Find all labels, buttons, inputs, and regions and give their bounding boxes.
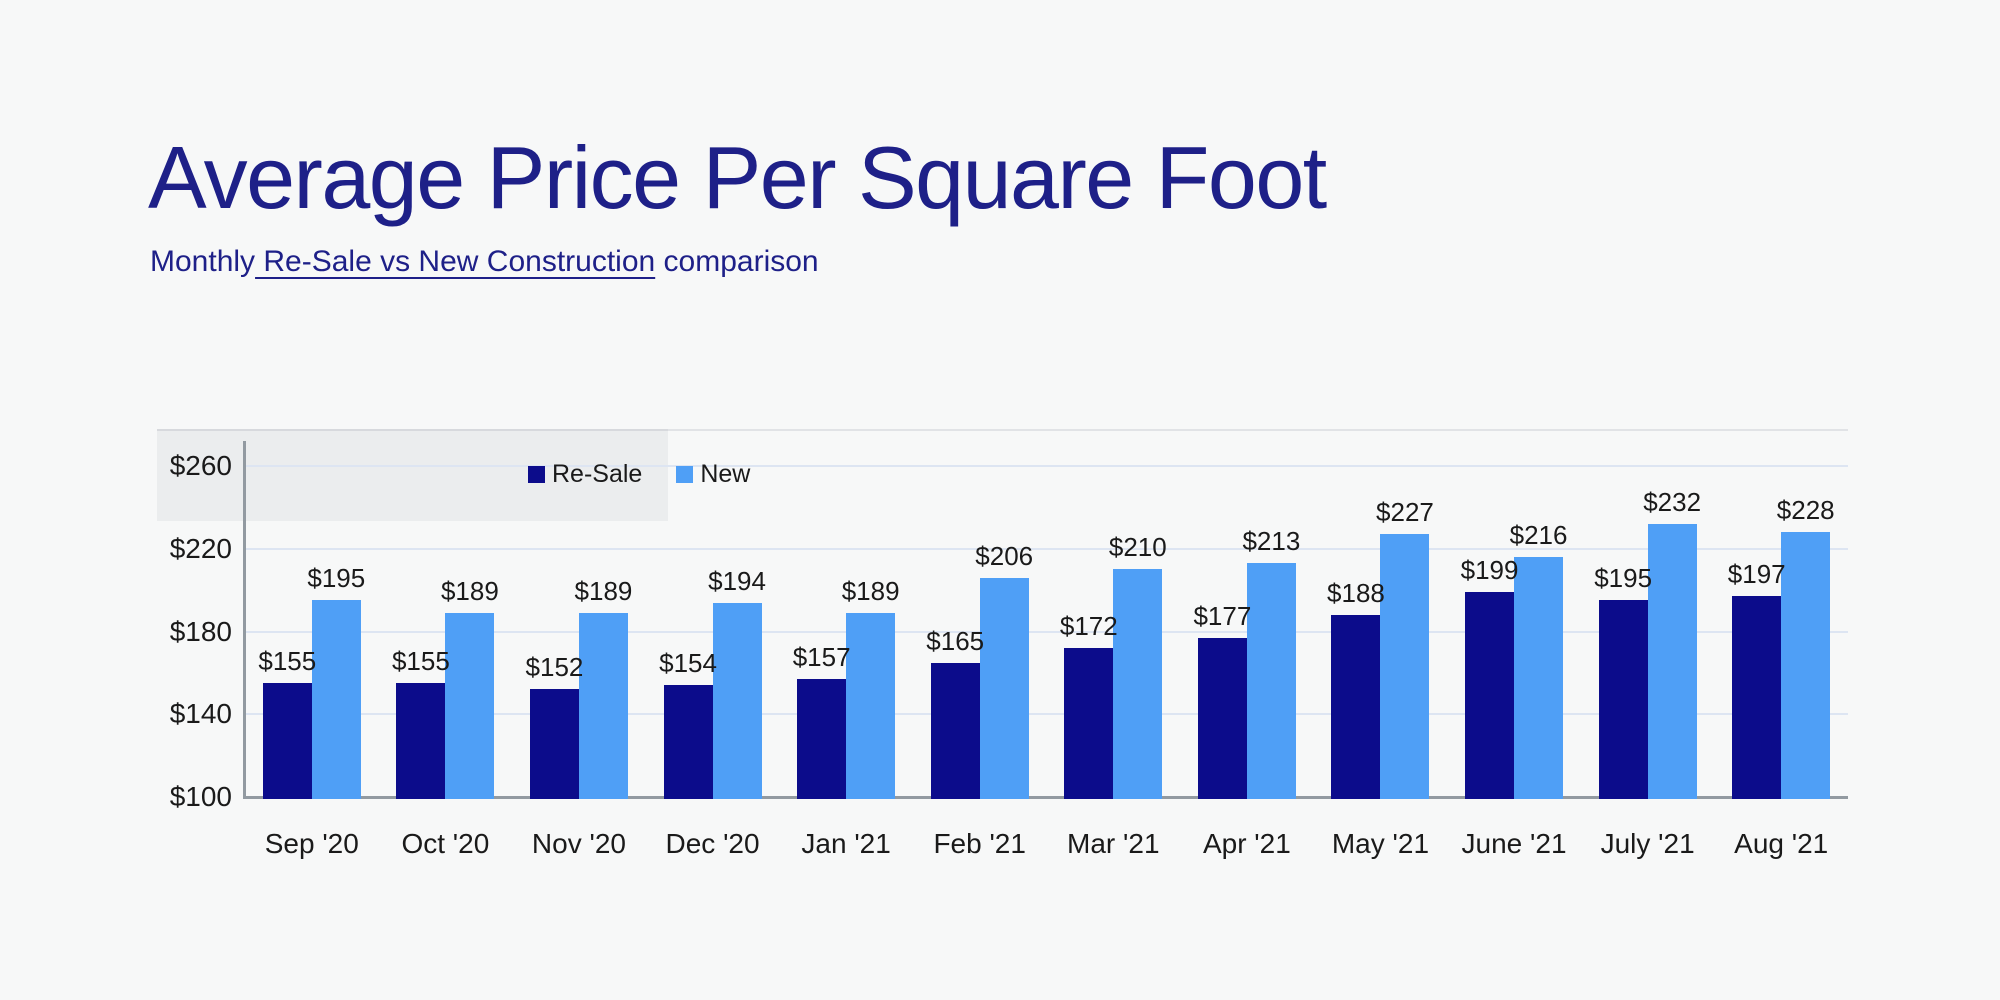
value-label-re-sale-june-21: $199 <box>1460 555 1519 586</box>
bar-re-sale-nov-20 <box>529 689 579 799</box>
x-axis-label-apr-21: Apr '21 <box>1202 828 1291 859</box>
bar-new-dec-20 <box>712 602 762 799</box>
bar-new-mar-21 <box>1113 569 1163 799</box>
value-label-new-apr-21: $213 <box>1242 526 1301 557</box>
value-label-new-july-21: $232 <box>1643 486 1702 517</box>
x-axis-baseline <box>243 795 1848 799</box>
bar-re-sale-apr-21 <box>1197 637 1247 799</box>
value-label-re-sale-may-21: $188 <box>1327 577 1385 608</box>
value-label-re-sale-mar-21: $172 <box>1059 611 1118 642</box>
bar-new-may-21 <box>1380 534 1430 799</box>
value-label-new-nov-20: $189 <box>574 575 633 606</box>
legend-label-resale: Re-Sale <box>552 460 643 488</box>
bar-re-sale-jan-21 <box>797 679 847 799</box>
value-label-new-may-21: $227 <box>1376 497 1434 528</box>
chart-title: Average Price Per Square Foot <box>148 128 1327 227</box>
bar-re-sale-mar-21 <box>1064 648 1114 799</box>
plot-shade-panel <box>157 429 668 521</box>
x-axis-label-may-21: May '21 <box>1331 828 1430 859</box>
value-label-re-sale-feb-21: $165 <box>926 625 985 656</box>
subtitle-link[interactable]: Re-Sale vs New Construction <box>255 245 656 278</box>
gridline-260 <box>246 465 1848 467</box>
subtitle-suffix: comparison <box>655 245 819 278</box>
y-axis-line <box>243 441 246 799</box>
x-axis-label-sep-20: Sep '20 <box>264 828 359 859</box>
resale-swatch-icon <box>528 465 545 483</box>
subtitle-prefix: Monthly <box>150 245 256 278</box>
value-label-re-sale-aug-21: $197 <box>1727 559 1786 590</box>
bar-re-sale-june-21 <box>1465 592 1515 799</box>
y-axis-label-220: $220 <box>169 532 232 564</box>
bar-re-sale-may-21 <box>1331 614 1381 799</box>
x-axis-label-feb-21: Feb '21 <box>933 828 1026 859</box>
legend: Re-Sale New <box>528 460 751 488</box>
new-swatch-icon <box>676 465 694 483</box>
x-axis-label-jan-21: Jan '21 <box>801 828 891 859</box>
value-label-new-mar-21: $210 <box>1108 532 1167 563</box>
x-axis-label-nov-20: Nov '20 <box>531 828 626 859</box>
x-axis-label-june-21: June '21 <box>1461 828 1567 859</box>
bar-new-oct-20 <box>445 612 495 799</box>
gridline-220 <box>246 547 1848 550</box>
value-label-re-sale-nov-20: $152 <box>525 652 584 683</box>
bar-re-sale-aug-21 <box>1732 596 1782 799</box>
bar-re-sale-july-21 <box>1598 600 1648 799</box>
value-label-re-sale-jan-21: $157 <box>792 642 851 673</box>
x-axis-label-july-21: July '21 <box>1600 828 1695 859</box>
y-axis-label-100: $100 <box>169 781 232 812</box>
bar-new-jan-21 <box>846 612 896 799</box>
x-axis-label-dec-20: Dec '20 <box>665 828 760 859</box>
chart-subtitle: Monthly Re-Sale vs New Construction comp… <box>150 245 819 279</box>
value-label-re-sale-apr-21: $177 <box>1193 600 1252 631</box>
bar-re-sale-dec-20 <box>663 685 713 799</box>
legend-label-new: New <box>700 460 751 488</box>
bar-new-june-21 <box>1514 557 1564 799</box>
value-label-new-dec-20: $194 <box>708 565 766 596</box>
bar-re-sale-sep-20 <box>262 683 312 799</box>
gridline-180 <box>246 630 1848 633</box>
bar-new-feb-21 <box>979 577 1029 799</box>
bar-new-apr-21 <box>1246 563 1296 799</box>
bar-re-sale-oct-20 <box>396 683 446 799</box>
plot-top-hairline <box>157 429 1848 431</box>
value-label-re-sale-july-21: $195 <box>1594 563 1653 594</box>
bar-new-july-21 <box>1647 523 1697 799</box>
value-label-new-oct-20: $189 <box>440 575 499 606</box>
legend-item-resale: Re-Sale <box>528 460 643 488</box>
value-label-new-aug-21: $228 <box>1776 495 1835 526</box>
bar-re-sale-feb-21 <box>930 662 980 799</box>
value-label-re-sale-sep-20: $155 <box>258 646 317 677</box>
bar-new-aug-21 <box>1781 532 1831 799</box>
value-label-new-june-21: $216 <box>1509 520 1568 551</box>
x-axis-label-mar-21: Mar '21 <box>1067 828 1160 859</box>
y-axis-label-140: $140 <box>169 698 232 730</box>
bar-new-sep-20 <box>311 600 361 799</box>
bar-new-nov-20 <box>578 612 628 799</box>
value-label-re-sale-dec-20: $154 <box>659 648 717 679</box>
legend-item-new: New <box>676 460 751 488</box>
x-axis-label-oct-20: Oct '20 <box>401 828 490 859</box>
value-label-new-jan-21: $189 <box>841 575 900 606</box>
value-label-new-feb-21: $206 <box>975 540 1034 571</box>
y-axis-label-260: $260 <box>169 450 232 481</box>
value-label-new-sep-20: $195 <box>307 563 366 594</box>
gridline-140 <box>246 713 1848 716</box>
value-label-re-sale-oct-20: $155 <box>391 646 450 677</box>
x-axis-label-aug-21: Aug '21 <box>1734 828 1829 859</box>
y-axis-label-180: $180 <box>169 615 232 647</box>
